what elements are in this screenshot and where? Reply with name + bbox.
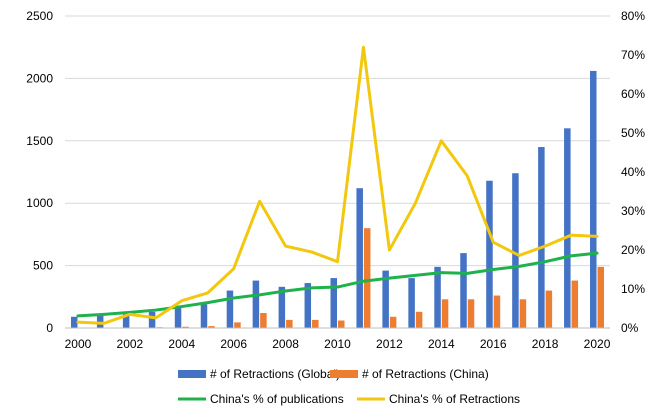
- y-right-tick-label: 0%: [621, 321, 639, 335]
- bar-global-retractions: [200, 304, 208, 328]
- y-right-tick-label: 20%: [621, 243, 645, 257]
- x-tick-label: 2004: [168, 337, 195, 351]
- x-tick-label: 2014: [428, 337, 455, 351]
- bar-global-retractions: [122, 314, 130, 328]
- bar-china-retractions: [571, 280, 579, 328]
- bar-china-retractions: [415, 311, 423, 328]
- bar-global-retractions: [304, 283, 312, 328]
- x-tick-label: 2020: [584, 337, 611, 351]
- legend-label: # of Retractions (China): [362, 367, 489, 381]
- y-right-tick-label: 40%: [621, 165, 645, 179]
- legend-swatch: [330, 370, 358, 378]
- y-right-tick-label: 70%: [621, 48, 645, 62]
- bar-china-retractions: [519, 299, 527, 328]
- bar-china-retractions: [182, 326, 189, 328]
- bar-global-retractions: [512, 173, 519, 328]
- bar-china-retractions: [441, 299, 449, 328]
- legend-label: # of Retractions (Global): [210, 367, 340, 381]
- line-china-pct-retractions: [76, 45, 599, 325]
- bar-global-retractions: [70, 316, 78, 328]
- x-tick-label: 2010: [324, 337, 351, 351]
- x-tick-label: 2016: [480, 337, 507, 351]
- bar-global-retractions: [278, 286, 286, 328]
- bar-global-retractions: [252, 280, 260, 328]
- x-tick-label: 2000: [65, 337, 92, 351]
- bar-global-retractions: [174, 308, 182, 328]
- bar-global-retractions: [408, 278, 415, 328]
- y-left-tick-label: 1000: [26, 196, 53, 210]
- bar-global-retractions: [330, 278, 337, 328]
- bar-china-retractions: [545, 290, 553, 328]
- x-tick-label: 2012: [376, 337, 403, 351]
- line-china-pct-publications: [76, 251, 599, 318]
- bar-global-retractions: [382, 270, 389, 328]
- legend-label: China's % of publications: [210, 392, 344, 406]
- x-tick-label: 2008: [272, 337, 299, 351]
- y-left-tick-label: 2500: [26, 9, 53, 23]
- bar-china-retractions: [286, 319, 293, 328]
- y-right-tick-label: 50%: [621, 126, 645, 140]
- x-tick-label: 2018: [532, 337, 559, 351]
- bar-china-retractions: [312, 319, 319, 328]
- bar-global-retractions: [356, 188, 363, 328]
- axes-layer: 0 500 1000 1500 2000 2500 0% 10% 20% 30% 40% 50% 60%…: [26, 9, 645, 351]
- y-right-tick-label: 10%: [621, 282, 645, 296]
- bar-china-retractions: [260, 313, 267, 328]
- bar-china-retractions: [208, 326, 215, 328]
- bar-global-retractions: [434, 266, 441, 328]
- bar-global-retractions: [148, 311, 156, 328]
- y-right-tick-label: 60%: [621, 87, 645, 101]
- bar-global-retractions: [486, 180, 493, 328]
- x-tick-label: 2002: [117, 337, 144, 351]
- y-right-tick-label: 30%: [621, 204, 645, 218]
- lines-layer: [76, 45, 599, 325]
- y-left-tick-label: 1500: [26, 134, 53, 148]
- legend-label: China's % of Retractions: [389, 392, 520, 406]
- bar-china-retractions: [467, 299, 475, 328]
- bar-global-retractions: [564, 128, 571, 328]
- x-tick-label: 2006: [220, 337, 247, 351]
- y-right-tick-label: 80%: [621, 9, 645, 23]
- legend-swatch: [178, 370, 206, 378]
- grid-layer: [65, 15, 610, 267]
- bar-global-retractions: [590, 70, 597, 328]
- bar-china-retractions: [493, 295, 501, 328]
- legend: # of Retractions (Global) # of Retraction…: [178, 367, 520, 406]
- bar-china-retractions: [597, 266, 605, 328]
- bar-china-retractions: [363, 228, 371, 328]
- bar-global-retractions: [538, 147, 545, 328]
- bar-global-retractions: [226, 290, 234, 328]
- bar-china-retractions: [338, 320, 345, 328]
- bars-layer: [70, 70, 605, 328]
- y-left-tick-label: 500: [33, 259, 53, 273]
- y-left-tick-label: 0: [46, 321, 53, 335]
- bar-china-retractions: [389, 316, 397, 328]
- bar-china-retractions: [234, 322, 241, 328]
- y-left-tick-label: 2000: [26, 71, 53, 85]
- bar-global-retractions: [460, 253, 467, 328]
